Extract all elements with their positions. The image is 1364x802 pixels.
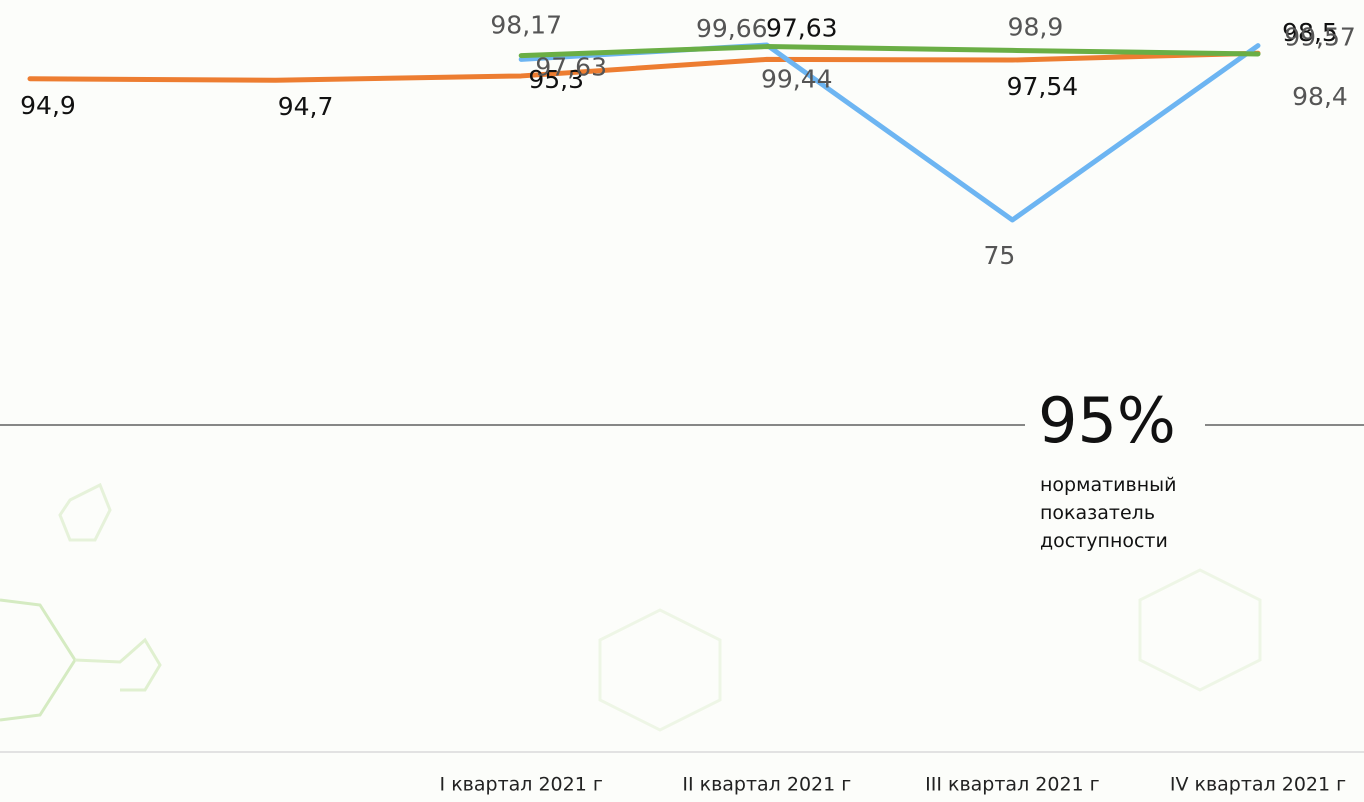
chart: 95% нормативный показатель доступности I… [0,0,1364,802]
x-tick-label: II квартал 2021 г [682,774,851,796]
data-label: 97,63 [535,52,607,81]
norm-text: доступности [1040,530,1168,552]
x-tick-label: I квартал 2021 г [440,774,603,796]
data-label: 94,9 [20,91,76,120]
data-label: 98,9 [1008,12,1064,41]
data-label: 94,7 [278,92,334,121]
data-label: 99,66 [696,14,768,43]
norm-text: показатель [1040,502,1155,524]
norm-text: нормативный [1040,474,1176,496]
x-tick-label: III квартал 2021 г [925,774,1100,796]
page: {"chart_data": {"type": "line", "categor… [0,0,1364,802]
data-label: 97,54 [1007,72,1079,101]
data-label: 75 [983,241,1015,270]
data-label: 99,57 [1284,23,1356,52]
series-line [521,45,1258,220]
x-tick-label: IV квартал 2021 г [1170,774,1346,796]
data-label: 98,4 [1292,82,1348,111]
data-label: 97,63 [766,13,838,42]
data-label: 98,17 [490,11,562,40]
data-label: 99,44 [761,65,833,94]
norm-value: 95% [1038,384,1176,457]
